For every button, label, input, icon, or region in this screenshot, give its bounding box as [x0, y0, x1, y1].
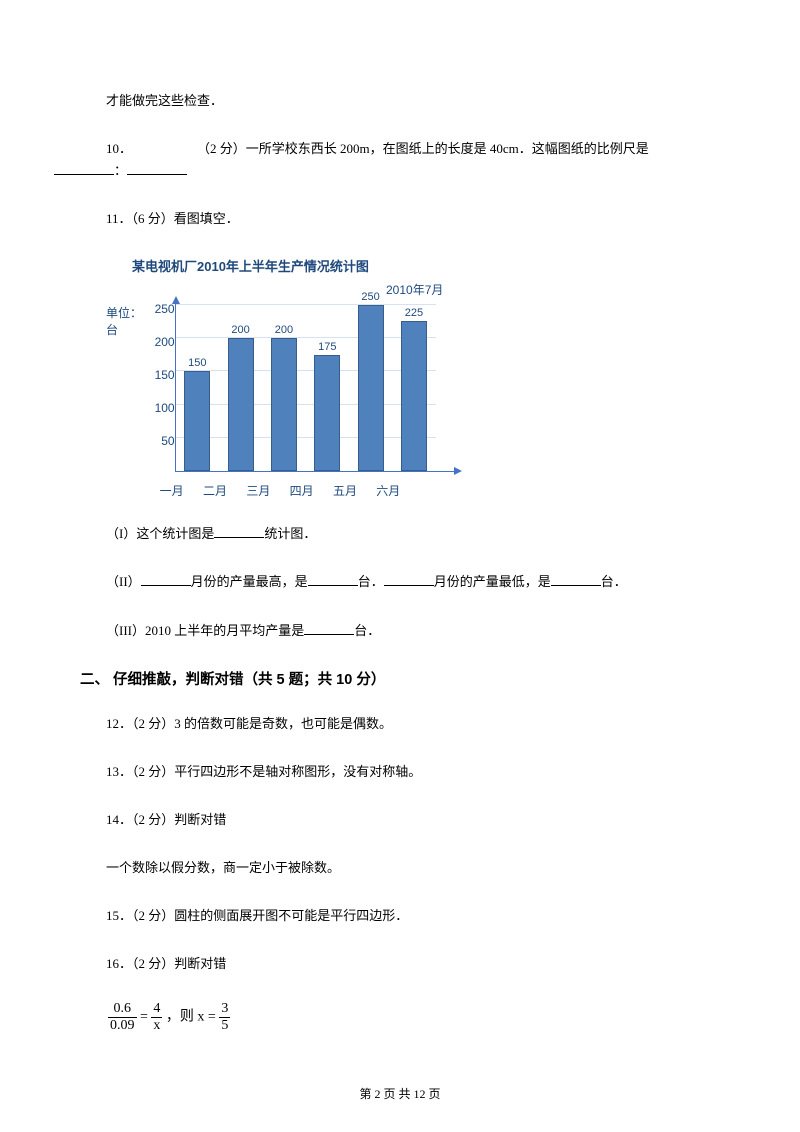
eq-lhs-num: 0.6: [108, 1001, 137, 1018]
q11ii-d: 月份的产量最低，是: [434, 574, 551, 589]
blank-input[interactable]: [127, 162, 187, 175]
q11-part-iii: （III）2010 上半年的月平均产量是 台．: [80, 620, 720, 642]
bar: [184, 371, 210, 471]
eq-r1-den: x: [151, 1018, 162, 1034]
q11-text: 看图填空．: [174, 211, 239, 226]
blank-input[interactable]: [308, 573, 358, 586]
q11ii-c: 台．: [358, 574, 384, 589]
question-14: 14．（2 分）判断对错: [80, 809, 720, 831]
chart-title: 某电视机厂2010年上半年生产情况统计图: [132, 256, 456, 275]
question-13: 13．（2 分）平行四边形不是轴对称图形，没有对称轴。: [80, 761, 720, 783]
section-2-heading: 二、 仔细推敲，判断对错（共 5 题；共 10 分）: [80, 668, 720, 689]
ytick: 50: [161, 434, 174, 448]
eq-then: ，则 x =: [166, 1010, 219, 1025]
question-14-body: 一个数除以假分数，商一定小于被除数。: [80, 857, 720, 879]
q11-part-i: （I）这个统计图是 统计图．: [80, 523, 720, 545]
q11-part-ii: （II） 月份的产量最高，是 台． 月份的产量最低，是 台．: [80, 571, 720, 593]
question-10: 10． （2 分）一所学校东西长 200m，在图纸上的长度是 40cm．这幅图纸…: [80, 138, 720, 182]
eq-r2-num: 3: [219, 1001, 230, 1018]
bar-value-label: 175: [318, 341, 336, 353]
bar-cell: 200: [219, 324, 262, 471]
bar: [228, 338, 254, 471]
q11ii-e: 台．: [601, 574, 627, 589]
q11-pts: （6 分）: [132, 211, 174, 226]
blank-input[interactable]: [304, 622, 354, 635]
page-footer: 第 2 页 共 12 页: [0, 1085, 800, 1102]
blank-input[interactable]: [214, 525, 264, 538]
q10-sep: ：: [114, 163, 127, 178]
bar-value-label: 225: [405, 307, 423, 319]
y-unit-label: 单位：台: [106, 304, 153, 338]
ytick: 250: [155, 302, 175, 316]
question-12: 12．（2 分）3 的倍数可能是奇数，也可能是偶数。: [80, 713, 720, 735]
eq-r1-num: 4: [151, 1001, 162, 1018]
blank-input[interactable]: [384, 573, 434, 586]
chart-plot-area: 150200200175250225: [175, 302, 456, 472]
bar: [271, 338, 297, 471]
x-label: 六月: [367, 482, 410, 499]
q10-pts: （2 分）: [197, 141, 246, 156]
bar: [358, 305, 384, 472]
x-label: 一月: [150, 482, 193, 499]
blank-input[interactable]: [54, 162, 114, 175]
bar: [401, 321, 427, 471]
x-label: 四月: [280, 482, 323, 499]
equation: 0.60.09 = 4x ，则 x = 35: [108, 1001, 720, 1034]
eq-eq: =: [140, 1010, 151, 1025]
chart-subtitle: 2010年7月: [386, 281, 456, 298]
x-axis-arrow-icon: [454, 467, 462, 475]
ytick: 150: [155, 368, 175, 382]
x-label: 五月: [323, 482, 366, 499]
q11i-post: 统计图．: [264, 526, 316, 541]
eq-r2-den: 5: [219, 1018, 230, 1034]
intro-tail: 才能做完这些检查．: [80, 90, 720, 112]
bars-container: 150200200175250225: [176, 301, 436, 471]
bar-cell: 200: [262, 324, 305, 471]
x-label: 三月: [237, 482, 280, 499]
q11-num: 11．: [106, 211, 132, 226]
q11iii-b: 台．: [354, 623, 380, 638]
bar-value-label: 200: [231, 324, 249, 336]
bar-cell: 225: [392, 307, 435, 471]
x-label: 二月: [193, 482, 236, 499]
ytick: 200: [155, 335, 175, 349]
question-11: 11．（6 分）看图填空．: [80, 208, 720, 230]
bar-value-label: 250: [361, 291, 379, 303]
q10-num: 10．: [106, 141, 132, 156]
bar-chart: 某电视机厂2010年上半年生产情况统计图 2010年7月 单位：台 250 20…: [106, 256, 456, 499]
question-16: 16．（2 分）判断对错: [80, 953, 720, 975]
q10-text: 一所学校东西长 200m，在图纸上的长度是 40cm．这幅图纸的比例尺是: [246, 141, 649, 156]
x-axis-labels: 一月二月三月四月五月六月: [150, 482, 410, 499]
blank-input[interactable]: [551, 573, 601, 586]
bar: [314, 355, 340, 472]
q11ii-b: 月份的产量最高，是: [191, 574, 308, 589]
y-axis-labels: 250 200 150 100 50: [155, 302, 175, 472]
ytick: 100: [155, 401, 175, 415]
bar-cell: 250: [349, 291, 392, 472]
bar-cell: 150: [176, 357, 219, 471]
q11iii-a: （III）2010 上半年的月平均产量是: [106, 623, 304, 638]
bar-cell: 175: [306, 341, 349, 472]
q11ii-a: （II）: [106, 574, 141, 589]
bar-value-label: 150: [188, 357, 206, 369]
question-15: 15．（2 分）圆柱的侧面展开图不可能是平行四边形．: [80, 905, 720, 927]
q11i-pre: （I）这个统计图是: [106, 526, 214, 541]
eq-lhs-den: 0.09: [108, 1018, 137, 1034]
blank-input[interactable]: [141, 573, 191, 586]
bar-value-label: 200: [275, 324, 293, 336]
